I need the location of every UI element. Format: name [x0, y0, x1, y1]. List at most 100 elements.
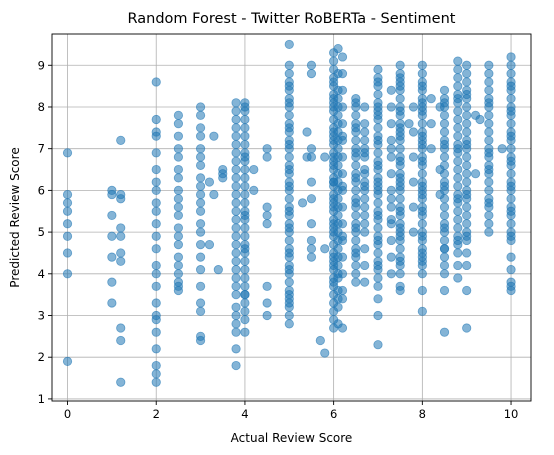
data-point	[306, 252, 317, 262]
data-point	[373, 123, 383, 133]
data-point	[173, 164, 184, 175]
data-point	[116, 223, 126, 233]
data-point	[506, 81, 516, 91]
data-point	[240, 139, 250, 150]
y-axis-label: Predicted Review Score	[8, 147, 22, 287]
data-point	[107, 231, 117, 241]
data-point	[395, 123, 405, 133]
data-point	[386, 252, 396, 262]
data-point	[417, 219, 427, 229]
data-point	[218, 173, 228, 183]
data-point	[484, 185, 494, 195]
data-point	[306, 235, 317, 246]
data-point	[240, 181, 250, 191]
data-point	[395, 173, 405, 183]
data-point	[506, 144, 516, 154]
data-point	[240, 114, 250, 125]
data-point	[333, 144, 343, 154]
data-point	[262, 298, 272, 308]
data-point	[373, 148, 383, 158]
data-point	[284, 290, 294, 300]
data-point	[306, 152, 317, 162]
data-point	[151, 131, 161, 141]
data-point	[306, 177, 317, 187]
data-point	[386, 102, 396, 112]
data-point	[173, 144, 184, 154]
data-point	[231, 290, 241, 300]
data-point	[360, 102, 370, 112]
data-point	[439, 327, 450, 337]
data-point	[337, 169, 348, 179]
data-point	[462, 152, 472, 162]
data-point	[373, 310, 383, 321]
data-point	[395, 144, 405, 154]
data-point	[240, 298, 250, 308]
data-point	[506, 219, 516, 229]
data-point	[231, 360, 241, 371]
data-point	[475, 114, 485, 125]
data-point	[373, 185, 383, 195]
data-point	[213, 265, 223, 275]
data-point	[209, 131, 219, 141]
data-point	[373, 77, 383, 87]
data-point	[462, 69, 472, 79]
data-point	[195, 227, 206, 237]
data-point	[195, 131, 206, 141]
plot-frame	[51, 33, 532, 402]
data-point	[484, 69, 494, 79]
y-tick-label: 1	[38, 392, 45, 406]
y-tick-label: 6	[38, 183, 45, 197]
data-point	[360, 194, 370, 204]
data-point	[373, 198, 383, 208]
data-point	[351, 223, 361, 233]
data-point	[284, 206, 294, 216]
data-point	[417, 189, 427, 200]
data-point	[231, 281, 241, 291]
data-point	[262, 152, 272, 162]
data-point	[337, 323, 348, 333]
data-point	[470, 169, 481, 179]
data-point	[333, 244, 343, 254]
data-point	[351, 248, 361, 258]
data-point	[395, 73, 405, 83]
data-point	[284, 69, 294, 79]
data-point	[404, 119, 414, 129]
data-point	[484, 110, 494, 120]
data-point	[306, 60, 317, 70]
x-tick-label: 6	[330, 407, 337, 421]
data-point	[151, 219, 161, 229]
data-point	[439, 139, 450, 150]
data-point	[337, 294, 348, 304]
data-point	[337, 219, 348, 229]
data-point	[351, 269, 361, 279]
data-point	[462, 89, 472, 100]
data-point	[506, 52, 516, 62]
data-point	[439, 85, 450, 95]
data-point	[195, 102, 206, 112]
data-point	[240, 281, 250, 291]
data-point	[333, 302, 343, 312]
data-point	[506, 169, 516, 179]
data-point	[240, 306, 250, 316]
data-point	[360, 135, 370, 145]
data-point	[360, 210, 370, 221]
data-point	[284, 164, 294, 175]
data-point	[373, 223, 383, 233]
data-point	[231, 198, 241, 208]
data-point	[195, 335, 206, 346]
data-point	[107, 210, 117, 221]
data-point	[351, 210, 361, 221]
data-point	[337, 152, 348, 162]
data-point	[506, 131, 516, 141]
data-point	[195, 219, 206, 229]
data-point	[173, 240, 184, 250]
data-point	[462, 260, 472, 271]
data-point	[306, 244, 317, 254]
data-point	[484, 177, 494, 187]
data-point	[107, 252, 117, 262]
data-point	[439, 160, 450, 170]
data-point	[209, 189, 219, 200]
data-point	[439, 152, 450, 162]
data-point	[151, 360, 161, 371]
